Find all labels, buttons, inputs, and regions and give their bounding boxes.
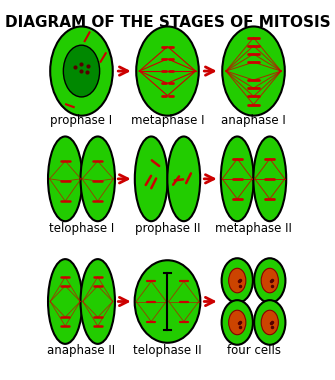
- Text: anaphase II: anaphase II: [48, 344, 116, 357]
- Text: metaphase II: metaphase II: [215, 222, 292, 234]
- Ellipse shape: [229, 310, 246, 335]
- Ellipse shape: [48, 259, 82, 344]
- Ellipse shape: [80, 259, 115, 344]
- Ellipse shape: [63, 45, 99, 97]
- Text: prophase I: prophase I: [50, 114, 113, 127]
- Ellipse shape: [135, 136, 168, 221]
- Text: telophase II: telophase II: [133, 344, 202, 357]
- Ellipse shape: [222, 258, 253, 303]
- Text: telophase I: telophase I: [49, 222, 114, 234]
- Ellipse shape: [229, 268, 246, 293]
- Ellipse shape: [261, 268, 278, 293]
- Ellipse shape: [168, 136, 200, 221]
- Text: anaphase I: anaphase I: [221, 114, 286, 127]
- Text: four cells: four cells: [226, 344, 280, 357]
- Text: DIAGRAM OF THE STAGES OF MITOSIS: DIAGRAM OF THE STAGES OF MITOSIS: [5, 15, 330, 30]
- Ellipse shape: [253, 136, 286, 221]
- Ellipse shape: [80, 136, 115, 221]
- Ellipse shape: [261, 310, 278, 335]
- Ellipse shape: [48, 136, 82, 221]
- Ellipse shape: [136, 27, 199, 116]
- Text: metaphase I: metaphase I: [131, 114, 204, 127]
- Ellipse shape: [222, 27, 285, 116]
- Ellipse shape: [222, 300, 253, 345]
- Ellipse shape: [254, 300, 285, 345]
- Ellipse shape: [221, 136, 254, 221]
- Ellipse shape: [254, 258, 285, 303]
- Ellipse shape: [135, 260, 200, 343]
- Text: prophase II: prophase II: [135, 222, 200, 234]
- Ellipse shape: [50, 27, 113, 116]
